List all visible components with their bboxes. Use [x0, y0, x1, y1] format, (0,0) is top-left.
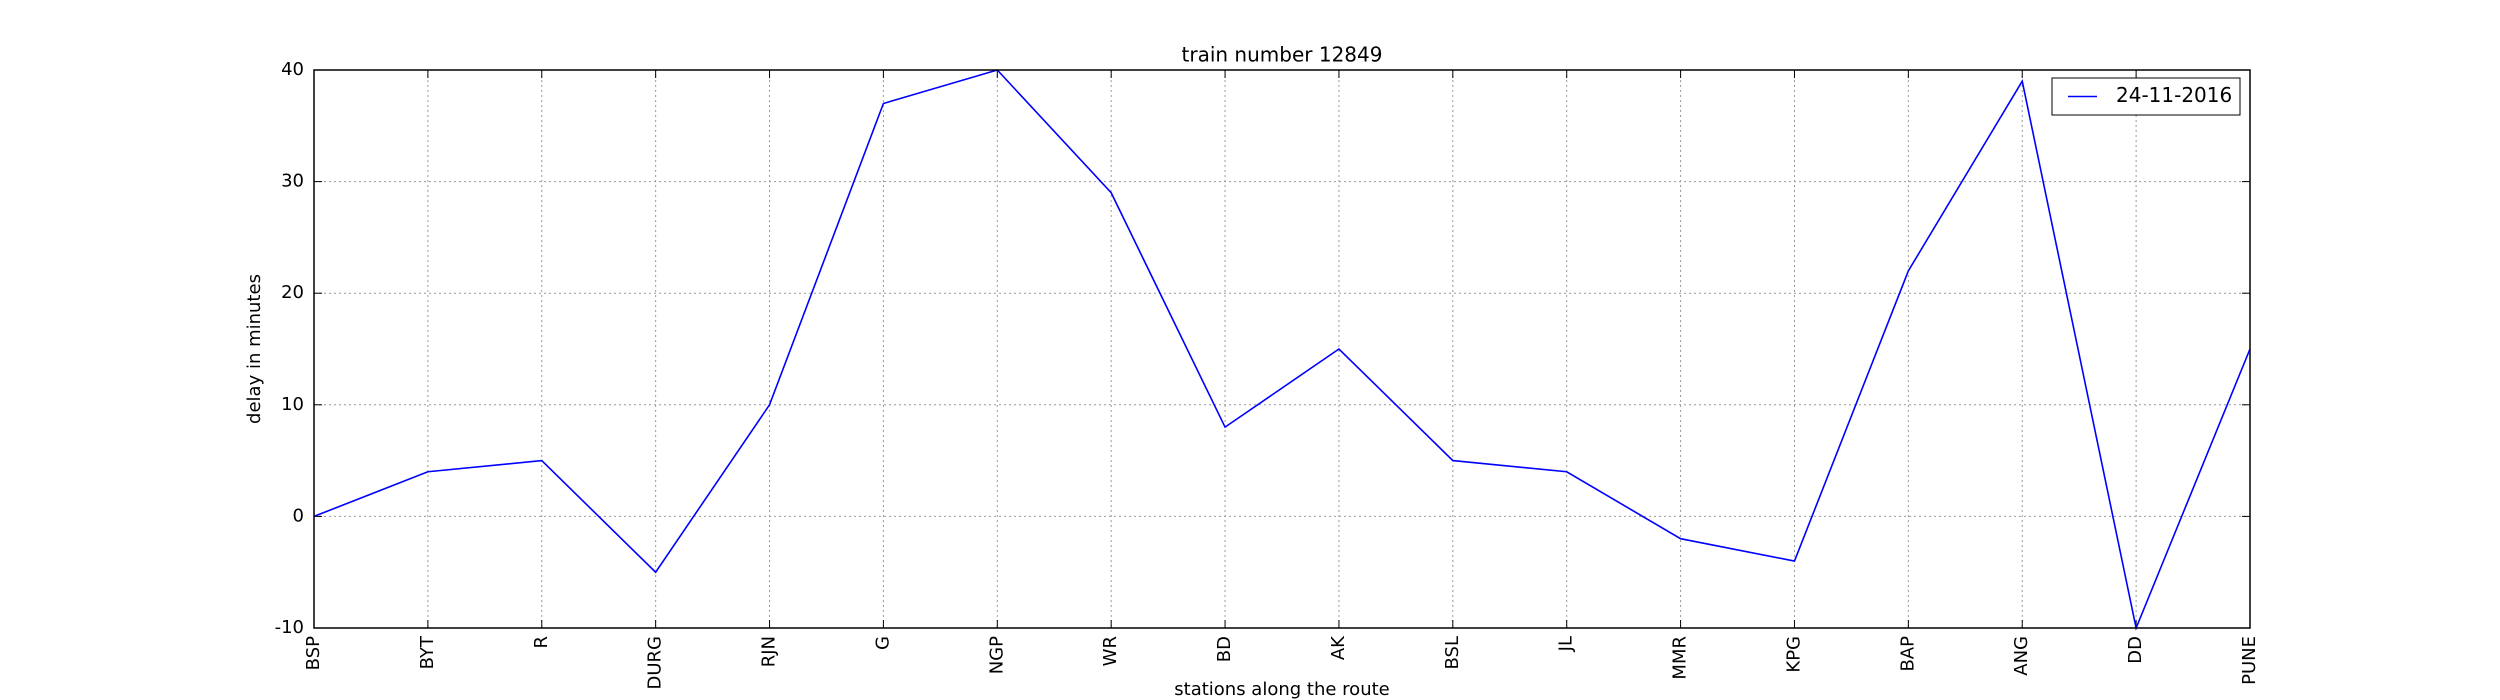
chart-title: train number 12849 — [1182, 43, 1383, 67]
plot-frame — [313, 69, 2251, 629]
x-tick-label: BSL — [1442, 636, 1463, 670]
x-tick-label: AK — [1328, 635, 1349, 660]
y-tick-label: 40 — [281, 59, 304, 80]
x-tick-label: ANG — [2011, 636, 2032, 676]
y-tick-label: 0 — [293, 505, 304, 526]
x-tick-label: RJN — [759, 636, 780, 667]
x-tick-label: BD — [1214, 636, 1235, 662]
x-axis-label: stations along the route — [1174, 679, 1389, 700]
x-tick-label: R — [531, 636, 552, 649]
x-tick-label: BSP — [303, 636, 324, 670]
y-tick-label: 10 — [281, 394, 304, 415]
x-tick-label: DURG — [645, 636, 666, 690]
x-tick-label: MMR — [1670, 636, 1691, 680]
x-tick-label: KPG — [1783, 636, 1804, 673]
y-tick-label: -10 — [275, 617, 304, 638]
x-tick-label: BAP — [1897, 636, 1918, 672]
x-tick-label: NGP — [986, 636, 1007, 674]
x-tick-label: WR — [1100, 636, 1121, 666]
x-tick-label: JL — [1556, 636, 1577, 652]
y-tick-label: 20 — [281, 282, 304, 303]
data-line — [313, 69, 2251, 631]
x-tick-label: PUNE — [2239, 636, 2260, 685]
x-tick-label: BYT — [417, 635, 438, 669]
x-tick-label: G — [872, 636, 893, 650]
y-axis-label: delay in minutes — [244, 274, 265, 424]
y-tick-label: 30 — [281, 171, 304, 192]
legend-label: 24-11-2016 — [2116, 83, 2232, 107]
x-tick-label: DD — [2125, 636, 2146, 664]
